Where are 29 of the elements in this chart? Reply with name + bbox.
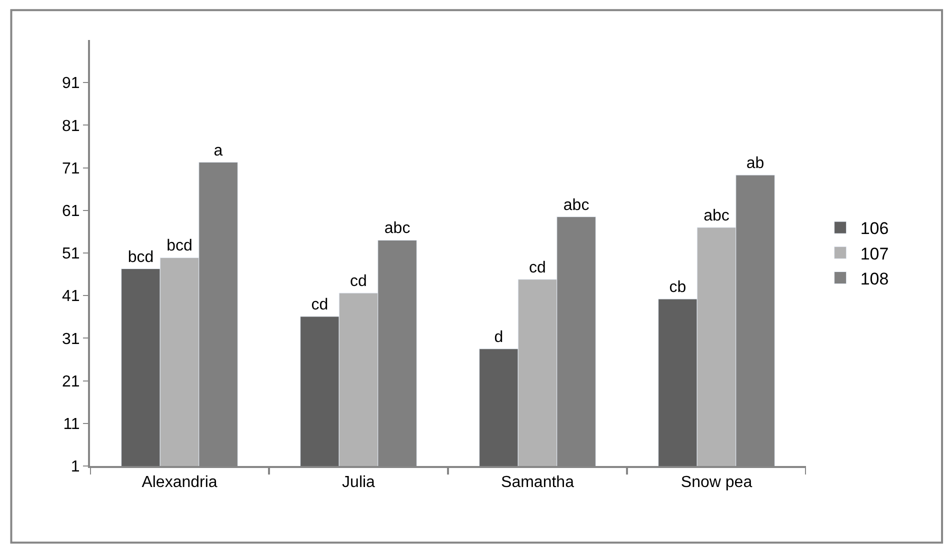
data-label: abc — [384, 220, 410, 238]
y-tick-label: 61 — [62, 203, 80, 220]
legend-label: 106 — [860, 219, 889, 238]
x-tick-label: Alexandria — [142, 474, 218, 492]
x-tick-label: Samantha — [501, 474, 574, 492]
y-tick-label: 11 — [63, 416, 80, 433]
y-tick-label: 71 — [62, 160, 80, 178]
data-label: cd — [350, 273, 367, 290]
data-label: d — [494, 328, 504, 346]
x-tick-label: Julia — [342, 474, 376, 492]
legend-label: 107 — [860, 244, 889, 264]
data-label: cd — [529, 259, 546, 276]
data-label: cd — [311, 296, 328, 314]
y-tick-label: 91 — [62, 75, 80, 92]
x-tick-label: Snow pea — [680, 474, 752, 492]
y-tick-label: 81 — [62, 118, 80, 135]
legend-label: 108 — [860, 269, 889, 288]
data-label: a — [214, 142, 223, 160]
data-label: bcd — [128, 248, 154, 266]
y-tick-label: 31 — [62, 330, 80, 348]
data-label: bcd — [166, 238, 192, 255]
data-label: cb — [669, 279, 686, 296]
y-tick-label: 41 — [62, 288, 80, 306]
data-label: abc — [704, 207, 730, 224]
y-tick-label: 21 — [62, 373, 80, 390]
y-tick-label: 51 — [62, 246, 80, 263]
y-tick-label: 1 — [70, 458, 80, 476]
data-label: ab — [746, 155, 764, 172]
data-label: abc — [563, 196, 590, 214]
